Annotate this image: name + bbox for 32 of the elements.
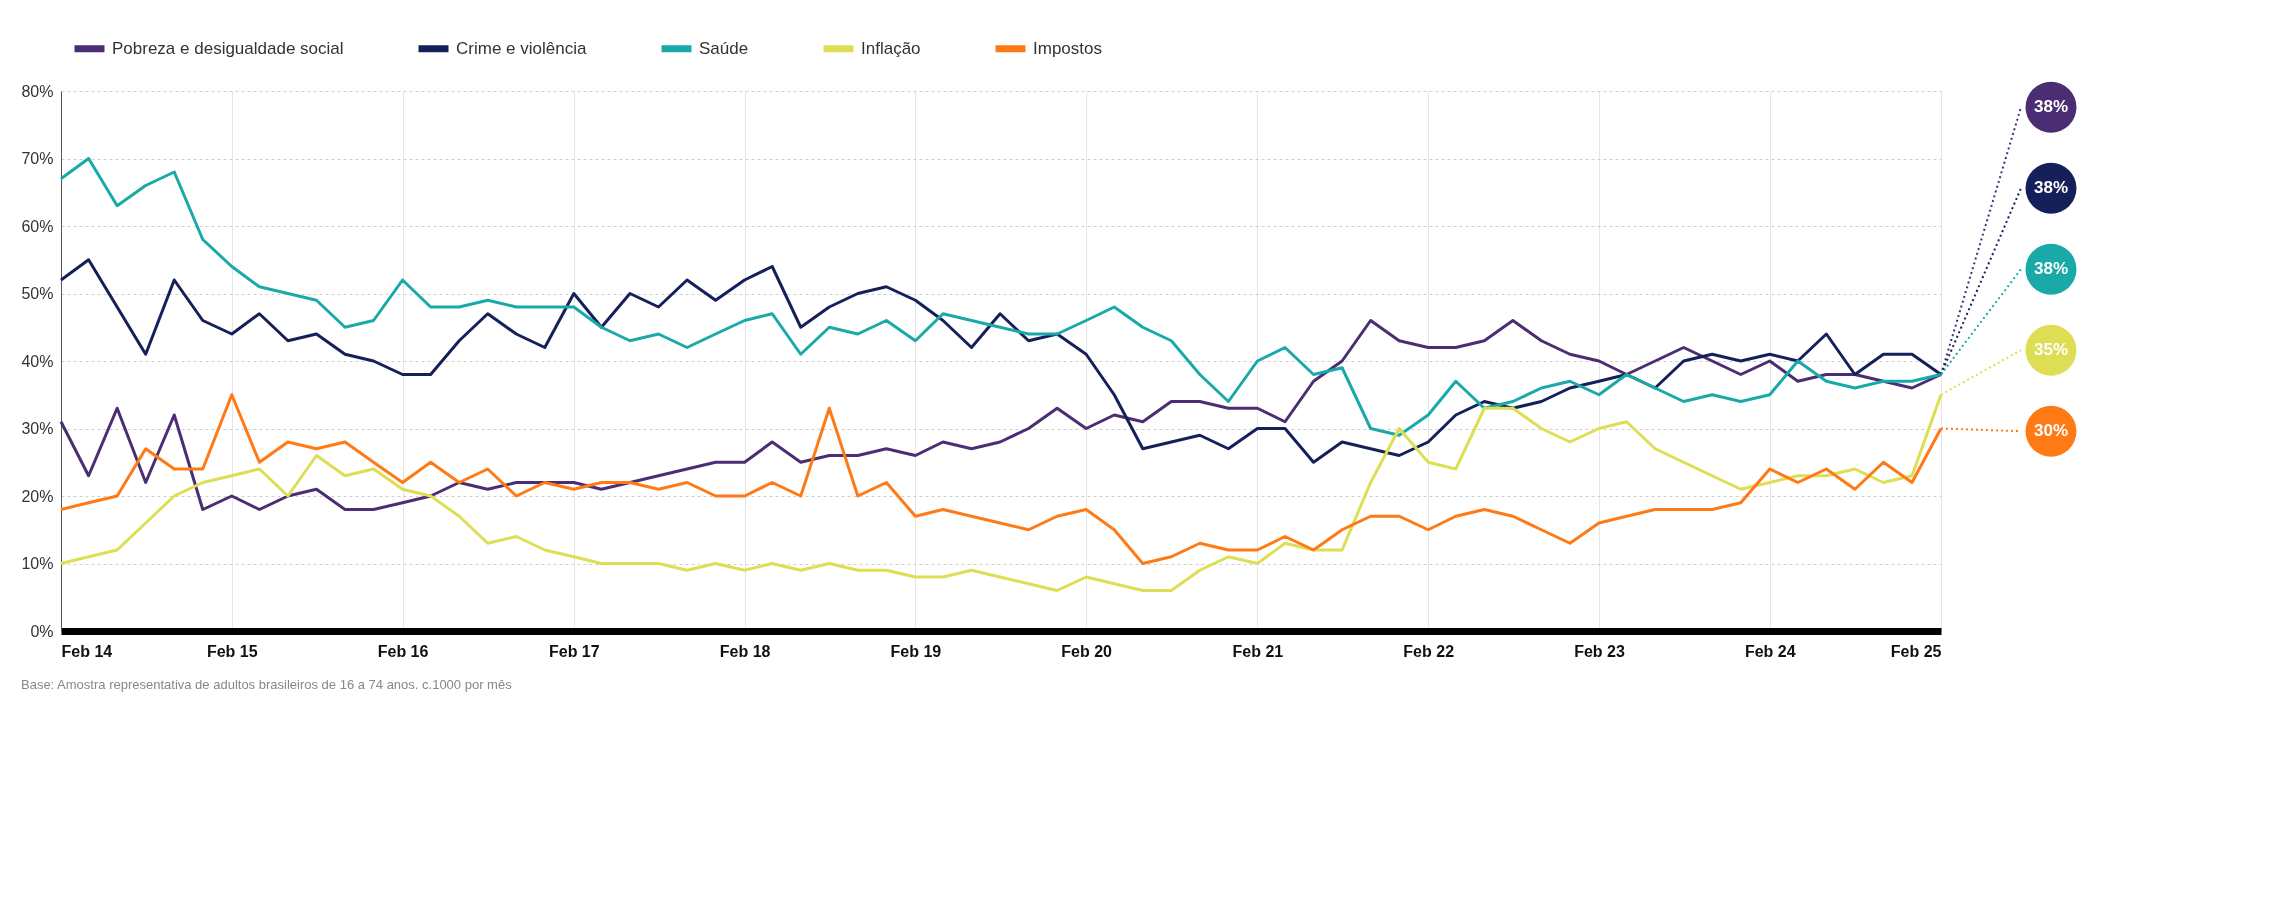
data-label: 38% bbox=[2033, 97, 2069, 117]
data-label: 35% bbox=[2033, 340, 2069, 360]
y-tick-label: 60% bbox=[21, 217, 54, 235]
y-tick-label: 10% bbox=[21, 555, 54, 572]
x-tick-label: Feb 25 bbox=[1890, 642, 1942, 660]
data-label: 38% bbox=[2033, 178, 2069, 198]
y-tick-label: 80% bbox=[21, 82, 54, 100]
data-label: 38% bbox=[2033, 259, 2069, 279]
y-tick-label: 20% bbox=[21, 487, 54, 505]
legend-label: Pobreza e desigualdade social bbox=[112, 38, 344, 58]
legend-label: Inflação bbox=[861, 38, 921, 58]
x-tick-label: Feb 18 bbox=[719, 642, 771, 660]
x-tick-label: Feb 21 bbox=[1232, 642, 1284, 660]
x-tick-label: Feb 23 bbox=[1574, 642, 1625, 660]
y-tick-label: 0% bbox=[30, 622, 54, 640]
x-tick-label: Feb 15 bbox=[206, 642, 258, 660]
x-tick-label: Feb 17 bbox=[548, 642, 600, 660]
y-tick-label: 70% bbox=[21, 150, 54, 167]
legend-label: Crime e violência bbox=[456, 38, 587, 58]
x-tick-label: Feb 16 bbox=[377, 642, 429, 660]
y-tick-label: 50% bbox=[21, 285, 54, 302]
x-tick-label: Feb 24 bbox=[1744, 642, 1796, 660]
text: Base: Amostra representativa de adultos brasileiros de 16 a 74 anos. c.1000 por mês bbox=[20, 677, 513, 692]
x-tick-label: Feb 22 bbox=[1403, 642, 1455, 660]
x-tick-label: Feb 20 bbox=[1061, 642, 1113, 660]
x-tick-label: Feb 14 bbox=[61, 642, 113, 660]
data-label: 30% bbox=[2033, 421, 2069, 441]
legend-label: Impostos bbox=[1033, 38, 1102, 58]
legend-label: Saúde bbox=[699, 38, 749, 58]
y-tick-label: 30% bbox=[21, 420, 54, 437]
x-tick-label: Feb 19 bbox=[890, 642, 942, 660]
y-tick-label: 40% bbox=[21, 352, 54, 370]
